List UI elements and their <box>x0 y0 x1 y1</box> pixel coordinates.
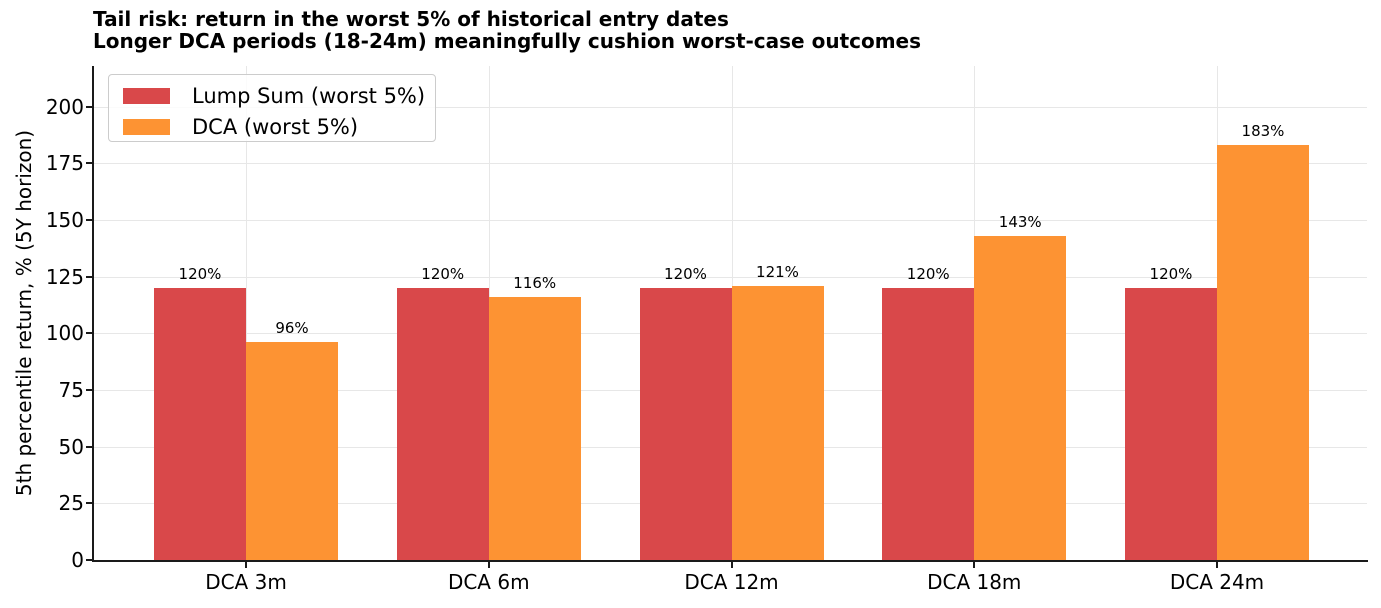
y-axis-spine <box>92 66 94 562</box>
bar-lump-sum <box>154 288 246 560</box>
bar-dca <box>974 235 1067 560</box>
y-tick-label: 200 <box>45 94 84 119</box>
bar-value-label: 183% <box>1241 122 1285 141</box>
bar-dca <box>488 297 581 560</box>
legend-entry-dca: DCA (worst 5%) <box>123 114 435 140</box>
bars-layer: 120% 96% 120% 116% 120% 121% 120% 143% 120% 183% <box>93 66 1367 560</box>
v-gridline <box>246 66 247 560</box>
y-tick-label: 150 <box>45 208 84 233</box>
bar-dca <box>246 342 338 560</box>
y-tick-label: 0 <box>71 548 84 572</box>
bar-lump-sum <box>882 288 975 560</box>
x-tick-mark <box>973 562 976 568</box>
y-tick-label: 100 <box>45 321 84 346</box>
y-tick-label: 50 <box>58 434 84 459</box>
bar-value-label: 120% <box>1149 265 1193 284</box>
chart-title: Tail risk: return in the worst 5% of his… <box>93 7 729 31</box>
bar-value-label: 120% <box>178 265 222 284</box>
x-tick-label: DCA 12m <box>684 570 779 594</box>
x-tick-mark <box>730 562 733 568</box>
y-tick-mark <box>86 389 92 392</box>
x-tick-mark <box>487 562 490 568</box>
x-tick-label: DCA 6m <box>447 570 530 594</box>
x-axis-spine <box>92 560 1368 562</box>
h-gridline <box>93 220 1367 222</box>
dca-swatch-icon <box>123 119 170 135</box>
y-tick-mark <box>86 559 92 561</box>
y-tick-label: 25 <box>58 491 84 516</box>
legend-label: Lump Sum (worst 5%) <box>192 84 426 108</box>
h-gridline <box>93 276 1367 278</box>
bar-value-label: 121% <box>756 262 799 281</box>
y-tick-mark <box>86 502 92 505</box>
legend-label: DCA (worst 5%) <box>192 115 359 139</box>
h-gridline <box>93 163 1367 165</box>
legend-entry-lump-sum: Lump Sum (worst 5%) <box>123 83 435 109</box>
lump-sum-swatch-icon <box>123 88 170 104</box>
bar-value-label: 120% <box>664 265 707 284</box>
bar-dca <box>1217 145 1309 560</box>
y-tick-label: 175 <box>45 151 84 176</box>
bar-value-label: 120% <box>906 265 950 284</box>
bar-dca <box>731 285 824 560</box>
x-tick-mark <box>245 562 247 568</box>
chart-subtitle: Longer DCA periods (18-24m) meaningfully… <box>93 29 922 53</box>
y-tick-mark <box>86 445 92 448</box>
bar-lump-sum <box>396 288 489 560</box>
y-tick-mark <box>86 105 92 108</box>
x-tick-label: DCA 18m <box>927 570 1022 594</box>
x-tick-label: DCA 3m <box>205 570 287 594</box>
y-tick-label: 75 <box>58 378 84 403</box>
y-tick-mark <box>86 162 92 165</box>
y-tick-mark <box>86 219 92 222</box>
h-gridline <box>93 106 1367 108</box>
bar-value-label: 120% <box>421 265 465 284</box>
bar-value-label: 143% <box>998 212 1042 231</box>
x-tick-mark <box>1216 562 1218 568</box>
y-tick-mark <box>86 275 92 278</box>
x-tick-label: DCA 24m <box>1169 570 1265 594</box>
bar-value-label: 116% <box>513 274 557 293</box>
y-tick-mark <box>86 332 92 335</box>
bar-value-label: 96% <box>275 319 309 338</box>
y-tick-label: 125 <box>45 264 84 289</box>
chart-title-block: Tail risk: return in the worst 5% of his… <box>93 8 921 52</box>
legend: Lump Sum (worst 5%) DCA (worst 5%) <box>108 74 436 142</box>
bar-lump-sum <box>1125 288 1217 560</box>
bar-lump-sum <box>639 288 732 560</box>
